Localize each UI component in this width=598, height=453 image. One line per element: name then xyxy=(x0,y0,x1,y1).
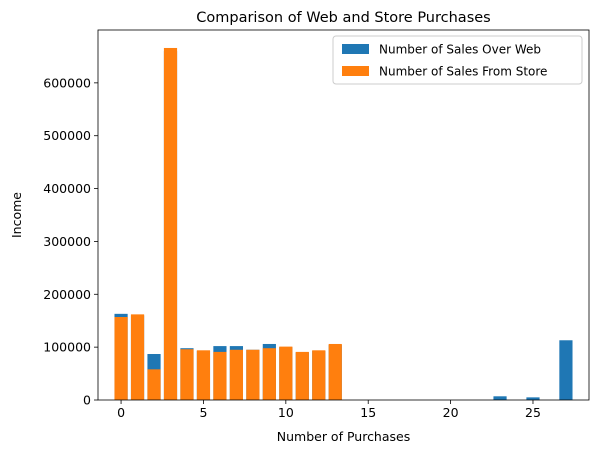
web-sales-bar xyxy=(526,397,540,400)
x-tick-label: 25 xyxy=(525,405,541,420)
x-tick-label: 15 xyxy=(360,405,376,420)
y-tick-label: 600000 xyxy=(43,75,91,90)
store-sales-bar xyxy=(163,47,178,400)
y-tick-label: 400000 xyxy=(43,181,91,196)
legend-web-swatch xyxy=(342,44,369,54)
x-tick-label: 20 xyxy=(443,405,459,420)
bars-layer xyxy=(114,47,573,400)
y-tick-label: 100000 xyxy=(43,340,91,355)
store-sales-bar xyxy=(312,350,326,400)
y-tick-label: 200000 xyxy=(43,287,91,302)
y-tick-label: 300000 xyxy=(43,234,91,249)
store-sales-bar xyxy=(130,314,145,400)
store-sales-bar xyxy=(279,346,293,400)
store-sales-bar xyxy=(147,369,161,400)
store-sales-bar xyxy=(229,349,243,400)
x-tick-label: 5 xyxy=(199,405,207,420)
web-sales-bar xyxy=(493,396,507,400)
store-sales-bar xyxy=(196,350,211,400)
store-sales-bar xyxy=(295,351,309,400)
store-sales-bar xyxy=(328,343,342,400)
store-sales-bar xyxy=(114,317,128,400)
x-tick-label: 0 xyxy=(117,405,125,420)
store-sales-bar xyxy=(246,349,260,400)
store-sales-bar xyxy=(213,351,227,400)
axes-layer: 0 5 10 15 20 25 0 100000 200000 300000 400000 50000… xyxy=(43,29,590,420)
y-tick-label: 0 xyxy=(83,393,91,408)
plot-frame xyxy=(97,29,590,401)
legend-box xyxy=(332,35,583,85)
chart-title: Comparison of Web and Store Purchases xyxy=(196,10,490,26)
x-tick-label: 10 xyxy=(278,405,294,420)
web-sales-bar xyxy=(559,340,573,400)
y-tick-label: 500000 xyxy=(43,128,91,143)
x-axis-label: Number of Purchases xyxy=(277,429,410,444)
store-sales-bar xyxy=(262,348,276,400)
legend-store-swatch xyxy=(342,66,369,76)
store-sales-bar xyxy=(180,349,194,400)
legend-store-label: Number of Sales From Store xyxy=(379,65,547,79)
y-axis-label: Income xyxy=(9,192,24,238)
legend: Number of Sales Over Web Number of Sales … xyxy=(332,35,583,85)
legend-web-label: Number of Sales Over Web xyxy=(379,43,541,57)
